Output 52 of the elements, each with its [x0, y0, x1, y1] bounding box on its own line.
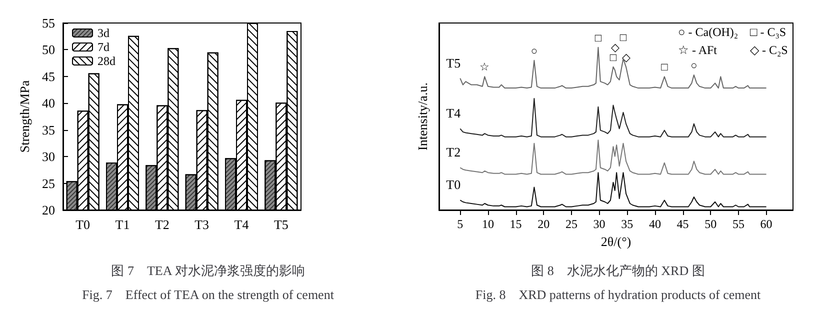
y-axis-title: Strength/MPa — [17, 80, 32, 153]
series-label: T4 — [446, 106, 462, 121]
x-tick-label: T3 — [194, 217, 210, 232]
text: Fig. 7 Effect of TEA on the strength of cement — [82, 287, 334, 302]
x-tick-label: 55 — [732, 217, 744, 231]
x-tick-label: 20 — [538, 217, 550, 231]
y-tick-label: 20 — [42, 202, 55, 218]
y-axis-title: Intensity/a.u. — [415, 82, 430, 150]
legend-label: 3d — [98, 26, 110, 40]
annotation: ◇ — [610, 42, 620, 54]
y-tick-label: 35 — [42, 122, 55, 138]
y-tick-label: 30 — [42, 149, 55, 164]
x-tick-label: 15 — [510, 217, 522, 231]
series-label: T0 — [446, 177, 461, 192]
annotation: ○ — [530, 45, 538, 58]
y-tick-label: 40 — [42, 96, 55, 111]
text: □ - C₃S — [750, 25, 786, 39]
x-tick-label: 50 — [704, 217, 717, 231]
y-tick-label: 25 — [42, 176, 55, 191]
y-tick-label: 50 — [42, 42, 55, 58]
annotation: ○ — [690, 60, 698, 72]
x-tick-label: T5 — [274, 217, 288, 232]
annotation: ☆ — [480, 62, 490, 74]
x-tick-label: T2 — [154, 217, 170, 232]
x-tick-label: 45 — [676, 217, 689, 231]
x-tick-label: 5 — [457, 217, 464, 231]
series-label: T5 — [446, 55, 461, 70]
annotation: □ — [594, 32, 602, 44]
x-tick-label: T1 — [115, 217, 130, 232]
annotation: ◇ - C₂S — [750, 43, 788, 57]
annotation: □ — [661, 62, 668, 74]
text: Fig. 8 XRD patterns of hydration products of cement — [475, 287, 761, 302]
annotation: ☆ - AFt — [678, 43, 718, 57]
x-tick-label: 25 — [565, 217, 578, 231]
legend-label: 7d — [98, 40, 110, 54]
text: 图 8 水泥水化产物的 XRD 图 — [531, 263, 705, 278]
series-label: T2 — [446, 144, 461, 160]
x-tick-label: 60 — [760, 217, 772, 231]
x-tick-label: 10 — [482, 217, 494, 231]
x-tick-label: 40 — [648, 217, 661, 231]
x-axis-title: 2θ/(°) — [600, 234, 632, 249]
annotation: □ — [610, 52, 617, 64]
x-tick-label: 35 — [621, 217, 634, 231]
y-tick-label: 45 — [42, 68, 55, 84]
x-tick-label: T4 — [234, 217, 250, 232]
x-tick-label: 30 — [593, 217, 606, 231]
annotation: □ — [620, 32, 627, 44]
text: 图 7 TEA 对水泥净浆强度的影响 — [111, 263, 305, 278]
legend-label: 28d — [98, 54, 116, 68]
y-tick-label: 55 — [42, 16, 55, 30]
text: ○ - Ca(OH)₂ — [678, 25, 738, 39]
x-tick-label: T0 — [76, 217, 90, 232]
